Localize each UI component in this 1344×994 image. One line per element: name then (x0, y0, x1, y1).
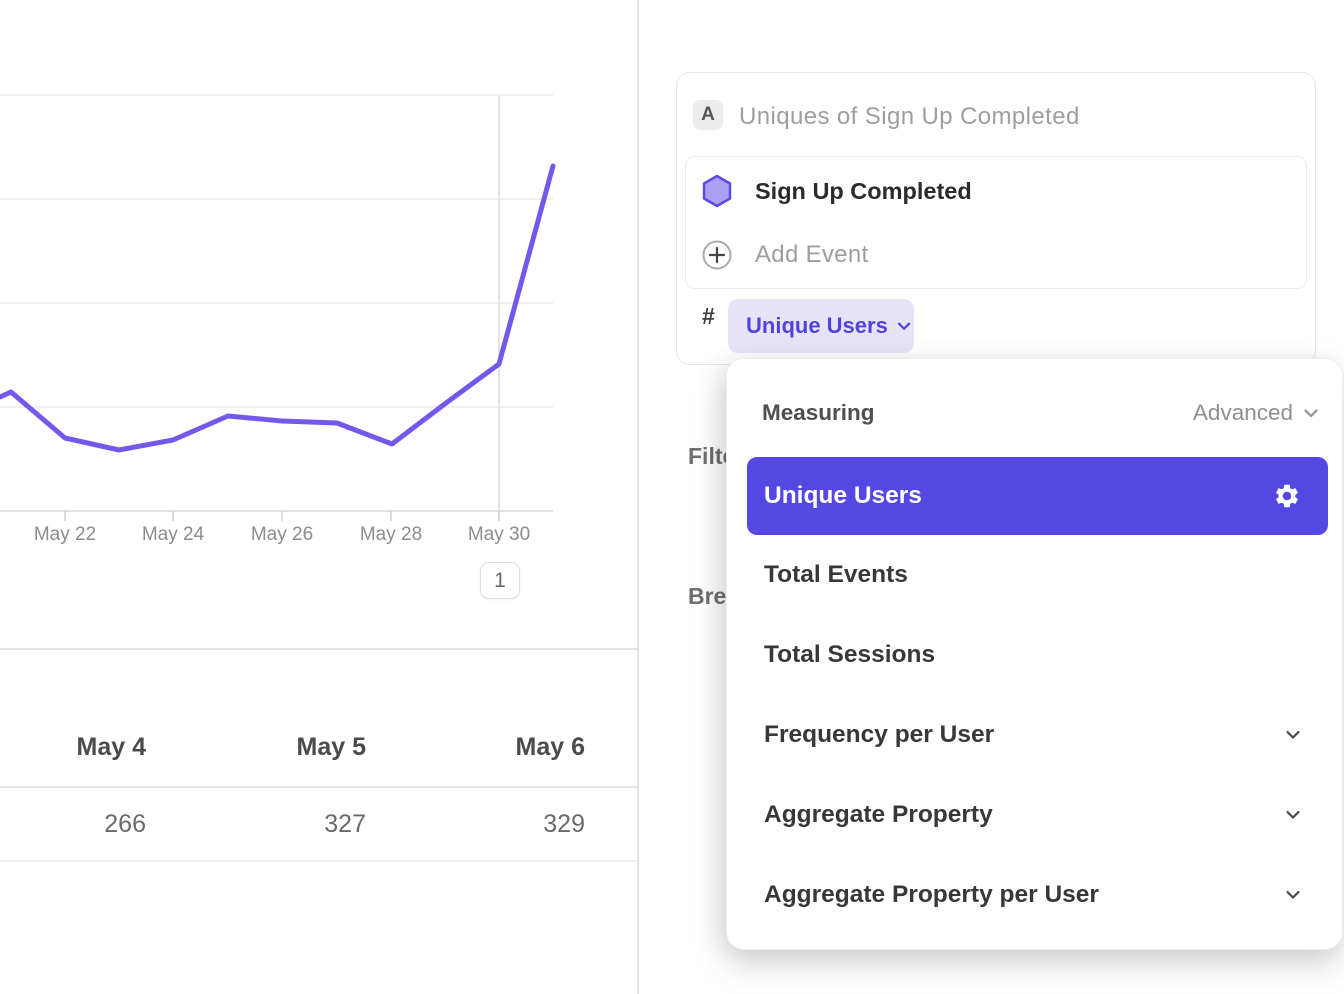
measuring-label: Measuring (762, 400, 875, 425)
table-cell-value: 329 (543, 810, 585, 838)
add-event-label: Add Event (755, 241, 869, 268)
panel-divider (637, 0, 639, 994)
table-column-header: May 6 (515, 733, 585, 761)
line-chart (0, 94, 556, 521)
advanced-mode-label: Advanced (1192, 400, 1293, 425)
menu-item-label: Aggregate Property per User (764, 881, 1099, 908)
event-name: Sign Up Completed (755, 177, 972, 204)
event-card: Sign Up Completed Add Event (685, 156, 1307, 289)
table-top-divider (0, 648, 639, 650)
table-row-divider (0, 860, 639, 862)
gear-icon[interactable] (1273, 482, 1301, 510)
x-tick-label: May 28 (359, 524, 423, 545)
query-builder-card: A Uniques of Sign Up Completed Sign Up C… (676, 72, 1316, 365)
menu-item-label: Aggregate Property (764, 801, 993, 828)
table-column-header: May 5 (296, 733, 366, 761)
table-column-header: May 4 (76, 733, 146, 761)
measurement-value: Unique Users (746, 313, 888, 338)
menu-item-label: Frequency per User (764, 721, 995, 748)
series-letter-badge: A (693, 100, 723, 130)
data-series-line (0, 163, 556, 453)
menu-item-unique-users-selected[interactable]: Unique Users (747, 457, 1328, 535)
measuring-dropdown-menu: Measuring Advanced Unique Users Total Ev… (726, 358, 1343, 950)
chevron-down-icon (1286, 810, 1300, 819)
x-tick-label: May 30 (467, 524, 531, 545)
measurement-prefix: # (702, 303, 715, 329)
menu-item-label: Total Events (764, 561, 908, 588)
x-tick-label: May 24 (141, 524, 205, 545)
add-event-button[interactable]: Add Event (686, 223, 1306, 287)
chevron-down-icon (1304, 409, 1318, 418)
query-title: Uniques of Sign Up Completed (739, 103, 1080, 130)
menu-item-total-events[interactable]: Total Events (747, 535, 1328, 615)
menu-item-frequency-per-user[interactable]: Frequency per User (747, 695, 1328, 775)
advanced-mode-select[interactable]: Advanced (1193, 400, 1323, 426)
x-tick-label: May 26 (250, 524, 314, 545)
event-row[interactable]: Sign Up Completed (686, 159, 1306, 223)
table-header-divider (0, 786, 639, 788)
measurement-selector-pill[interactable]: Unique Users (728, 299, 914, 353)
chevron-down-icon (897, 322, 911, 330)
chevron-down-icon (1286, 730, 1300, 739)
menu-item-total-sessions[interactable]: Total Sessions (747, 615, 1328, 695)
menu-item-aggregate-property-per-user[interactable]: Aggregate Property per User (747, 855, 1328, 935)
annotation-marker-badge[interactable]: 1 (480, 562, 520, 599)
table-cell-value: 327 (324, 810, 366, 838)
hexagon-event-icon (702, 174, 732, 208)
x-tick-label: May 22 (33, 524, 97, 545)
menu-item-aggregate-property[interactable]: Aggregate Property (747, 775, 1328, 855)
chevron-down-icon (1286, 890, 1300, 899)
chart-panel: May 22 May 24 May 26 May 28 May 30 1 (0, 0, 639, 648)
menu-item-label: Total Sessions (764, 641, 936, 668)
selected-item-label: Unique Users (764, 482, 922, 509)
plus-circle-icon (702, 240, 732, 270)
table-cell-value: 266 (104, 810, 146, 838)
